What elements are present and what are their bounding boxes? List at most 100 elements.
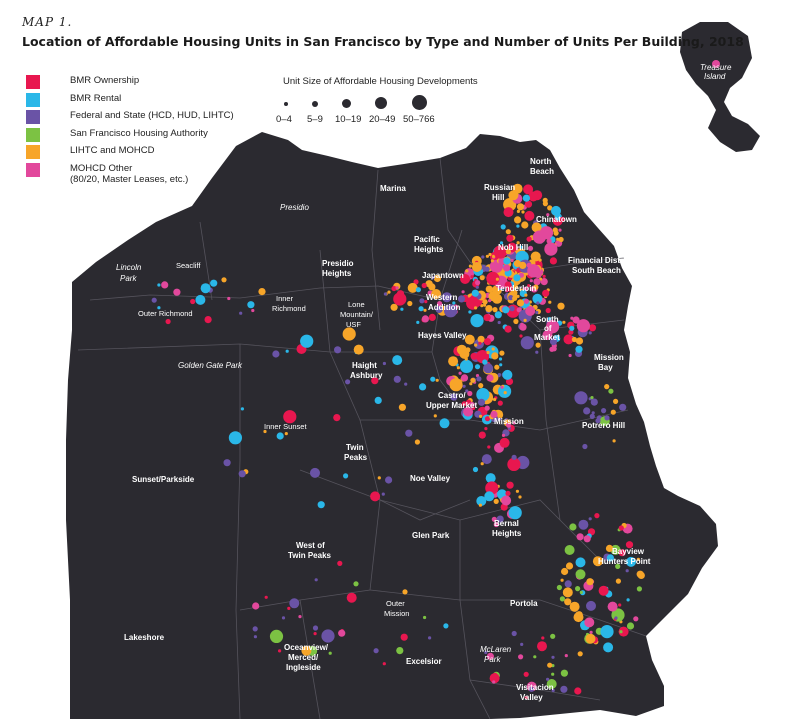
label-outer-mission-line1: Outer <box>386 599 405 608</box>
label-chinatown: Chinatown <box>536 215 577 224</box>
housing-dot <box>157 306 161 310</box>
label-visitacion-valley-line1: Visitacion <box>516 683 554 692</box>
housing-dot <box>494 364 500 370</box>
housing-dot <box>605 544 614 553</box>
housing-dot <box>489 673 500 684</box>
housing-dot <box>575 337 584 345</box>
housing-dot <box>549 257 558 265</box>
housing-dot <box>382 662 386 666</box>
label-inner-richmond-line1: Inner <box>276 294 294 303</box>
housing-dot <box>507 457 521 471</box>
housing-dot <box>486 350 490 355</box>
housing-dot <box>558 236 564 243</box>
housing-dot <box>618 549 626 557</box>
housing-dot <box>391 285 397 292</box>
housing-dot <box>471 289 479 297</box>
size-legend-title: Unit Size of Affordable Housing Developm… <box>283 76 478 87</box>
housing-dot <box>578 519 589 530</box>
housing-dot <box>499 350 505 356</box>
label-north-beach-line1: North <box>530 157 551 166</box>
housing-dot <box>413 279 419 285</box>
housing-dot <box>459 348 470 359</box>
housing-dot <box>483 303 487 307</box>
label-bernal-heights-line1: Bernal <box>494 519 519 528</box>
housing-dot <box>479 414 483 418</box>
housing-dot <box>421 315 429 323</box>
housing-dot <box>612 439 616 443</box>
size-dot-20-49 <box>375 97 387 109</box>
housing-dot <box>568 353 572 358</box>
housing-dot <box>589 630 593 635</box>
housing-dot <box>618 603 622 607</box>
housing-dot <box>525 306 536 316</box>
label-financial-district-line2: South Beach <box>572 266 621 275</box>
label-presidio-heights-line2: Heights <box>322 269 352 278</box>
housing-dot <box>610 409 616 415</box>
housing-dot <box>564 654 568 658</box>
label-marina: Marina <box>380 184 406 193</box>
unit-size-legend: Unit Size of Affordable Housing Developm… <box>275 76 478 126</box>
housing-dot <box>301 645 312 656</box>
housing-dot <box>494 311 502 319</box>
housing-dot <box>516 294 520 298</box>
housing-dot <box>483 363 494 374</box>
housing-dot <box>556 584 563 591</box>
housing-dot <box>456 366 460 370</box>
housing-dot <box>530 252 539 261</box>
housing-dot <box>492 293 503 304</box>
housing-dot <box>478 383 484 389</box>
housing-dot <box>575 586 581 592</box>
housing-dot <box>428 313 436 321</box>
housing-dot <box>505 229 511 235</box>
housing-dot <box>541 636 545 640</box>
label-financial-district-line1: Financial District/ <box>568 256 635 265</box>
housing-dot <box>571 336 578 343</box>
housing-dot <box>497 373 501 377</box>
housing-dot <box>531 222 542 233</box>
housing-dot <box>551 688 555 693</box>
housing-dot <box>298 615 302 619</box>
housing-dot <box>465 269 469 273</box>
housing-dot <box>606 554 615 562</box>
housing-dot <box>526 236 532 242</box>
housing-dot <box>485 305 493 313</box>
housing-dot <box>547 205 553 211</box>
housing-dot <box>221 277 227 283</box>
label-west-of-twin-peaks-line2: Twin Peaks <box>288 551 332 560</box>
housing-dot <box>481 255 485 259</box>
housing-dot <box>418 306 424 312</box>
housing-dot <box>483 314 491 322</box>
housing-dot <box>460 374 469 382</box>
housing-dot <box>460 274 471 284</box>
housing-dot <box>484 491 495 502</box>
housing-dot <box>516 203 525 211</box>
housing-dot <box>536 301 540 305</box>
housing-dot <box>505 284 513 292</box>
housing-dot <box>300 334 314 348</box>
housing-dot <box>625 541 634 549</box>
housing-dot <box>251 308 255 313</box>
housing-dot <box>407 300 413 307</box>
housing-dot <box>512 295 518 301</box>
housing-dot <box>240 407 244 411</box>
housing-dot <box>448 356 459 367</box>
housing-dot <box>238 470 246 478</box>
housing-dot <box>560 685 568 693</box>
size-label-5-9: 5–9 <box>307 114 323 125</box>
housing-dot <box>493 521 499 528</box>
label-glen-park: Glen Park <box>412 531 450 540</box>
housing-dot <box>423 308 427 312</box>
housing-dot <box>501 495 512 506</box>
housing-dot <box>511 630 517 637</box>
housing-dot <box>381 492 385 496</box>
housing-dot <box>491 352 499 360</box>
housing-dot <box>549 338 558 346</box>
housing-dot <box>475 285 479 289</box>
housing-dot <box>437 301 443 307</box>
legend-label: BMR Ownership <box>70 75 140 86</box>
housing-dot <box>478 341 482 345</box>
housing-dot <box>484 427 488 431</box>
housing-dot <box>483 338 492 346</box>
housing-dot <box>547 317 552 321</box>
housing-dot <box>338 629 346 637</box>
